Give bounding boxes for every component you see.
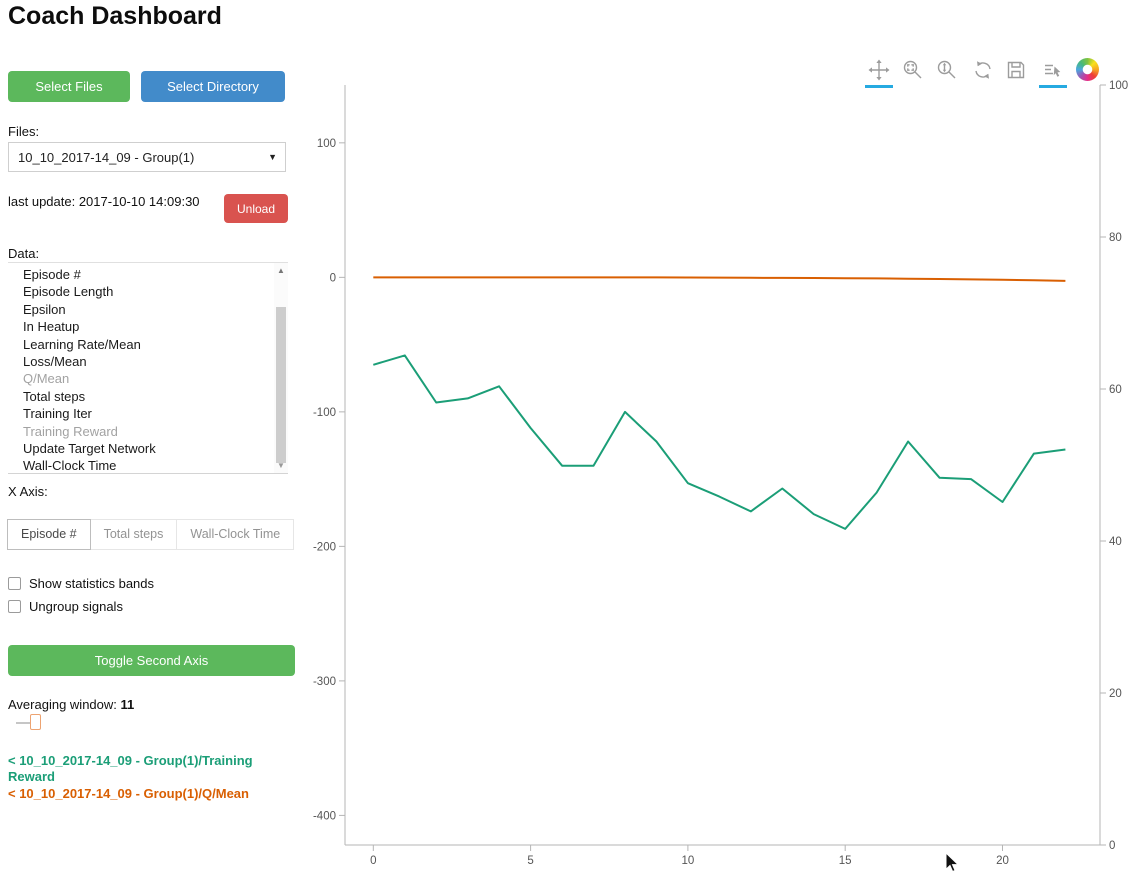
slider-handle[interactable] <box>30 714 41 730</box>
caret-down-icon: ▼ <box>268 152 277 162</box>
files-dropdown-value: 10_10_2017-14_09 - Group(1) <box>18 149 195 165</box>
tick-label: 80 <box>1109 232 1122 244</box>
tick-label: 20 <box>1109 688 1122 700</box>
data-list-item[interactable]: Update Target Network <box>23 441 156 457</box>
tick-label: 0 <box>330 272 336 284</box>
last-update-text: last update: 2017-10-10 14:09:30 <box>8 194 200 209</box>
tick-label: -400 <box>313 810 336 822</box>
hover-tool-icon[interactable] <box>1039 58 1067 88</box>
checkbox-label: Show statistics bands <box>29 575 155 591</box>
checkbox-label: Ungroup signals <box>29 598 123 614</box>
tick-label: 100 <box>317 138 336 150</box>
bokeh-logo-icon[interactable] <box>1076 58 1099 81</box>
tick-label: 0 <box>370 855 376 867</box>
files-label: Files: <box>8 124 40 139</box>
data-list-item[interactable]: Learning Rate/Mean <box>23 336 141 352</box>
x-axis-option-button[interactable]: Wall-Clock Time <box>176 519 295 550</box>
checkbox-group: Show statistics bands Ungroup signals <box>8 574 154 620</box>
tick-label: 10 <box>681 855 694 867</box>
scrollbar[interactable]: ▲ ▼ <box>274 263 288 473</box>
x-axis-option-button[interactable]: Episode # <box>7 519 91 550</box>
data-list-item[interactable]: Total steps <box>23 388 86 404</box>
tick-label: -300 <box>313 676 336 688</box>
x-axis-option-button[interactable]: Total steps <box>89 519 178 550</box>
series-line <box>373 276 1066 282</box>
files-dropdown[interactable]: 10_10_2017-14_09 - Group(1) ▼ <box>8 142 286 172</box>
tick-label: 20 <box>996 855 1009 867</box>
plot-canvas[interactable]: 100 0 -100 -200 -300 -400 100 80 60 40 20 0 0 5 10 15 20 <box>300 0 1142 881</box>
tick-label: 0 <box>1109 840 1115 852</box>
select-files-button[interactable]: Select Files <box>8 71 130 102</box>
pan-tool-icon[interactable] <box>865 58 893 88</box>
checkbox-row[interactable]: Ungroup signals <box>8 597 154 615</box>
legend-item[interactable]: < 10_10_2017-14_09 - Group(1)/Training R… <box>8 753 253 784</box>
tick-label: 40 <box>1109 536 1122 548</box>
toggle-second-axis-button[interactable]: Toggle Second Axis <box>8 645 295 676</box>
data-list-item[interactable]: In Heatup <box>23 319 80 335</box>
wheel-zoom-tool-icon[interactable] <box>933 58 961 88</box>
data-list[interactable]: Episode # Episode Length Epsilon In Heatup L… <box>8 262 288 474</box>
tick-label: -100 <box>313 407 336 419</box>
tick-label: -200 <box>313 541 336 553</box>
averaging-window-slider[interactable] <box>8 712 290 732</box>
x-axis-button-group: Episode # Total steps Wall-Clock Time <box>7 519 295 550</box>
scrollbar-thumb[interactable] <box>276 307 286 463</box>
box-zoom-tool-icon[interactable] <box>899 58 927 88</box>
tick-label: 100 <box>1109 80 1128 92</box>
reset-tool-icon[interactable] <box>969 58 997 88</box>
legend-item[interactable]: < 10_10_2017-14_09 - Group(1)/Q/Mean <box>8 786 249 801</box>
data-list-item[interactable]: Loss/Mean <box>23 354 87 370</box>
save-tool-icon[interactable] <box>1002 58 1030 88</box>
tick-label: 15 <box>839 855 852 867</box>
chart-legend: < 10_10_2017-14_09 - Group(1)/Training R… <box>8 753 293 804</box>
data-list-items: Episode # Episode Length Epsilon In Heatup L… <box>8 266 273 474</box>
data-list-item[interactable]: Episode # <box>23 267 81 282</box>
series-line <box>373 354 1066 530</box>
select-directory-button[interactable]: Select Directory <box>141 71 285 102</box>
data-list-item[interactable]: Wall-Clock Time <box>23 458 117 474</box>
averaging-window-value: 11 <box>120 697 135 712</box>
data-label: Data: <box>8 246 40 261</box>
data-list-item[interactable]: Epsilon <box>23 301 66 317</box>
slider-track <box>16 722 31 724</box>
page-title: Coach Dashboard <box>8 2 222 30</box>
tick-label: 60 <box>1109 384 1122 396</box>
data-list-item[interactable]: Training Iter <box>23 406 92 422</box>
pan-tool-active-indicator <box>865 85 893 88</box>
checkbox-row[interactable]: Show statistics bands <box>8 574 154 592</box>
unload-button[interactable]: Unload <box>224 194 288 223</box>
x-axis-label: X Axis: <box>8 484 48 499</box>
data-list-item[interactable]: Q/Mean <box>23 371 70 387</box>
checkbox[interactable] <box>8 576 21 590</box>
checkbox[interactable] <box>8 599 21 613</box>
tick-label: 5 <box>527 855 533 867</box>
averaging-window-row: Averaging window: 11 <box>8 697 134 712</box>
data-list-item[interactable]: Episode Length <box>23 284 114 300</box>
data-list-item[interactable]: Training Reward <box>23 423 118 439</box>
hover-tool-active-indicator <box>1039 85 1067 88</box>
averaging-window-label: Averaging window: <box>8 697 117 712</box>
plot-area: 100 0 -100 -200 -300 -400 100 80 60 40 20 0 0 5 10 15 20 <box>300 0 1142 881</box>
scroll-up-icon[interactable]: ▲ <box>277 266 285 275</box>
scroll-down-icon[interactable]: ▼ <box>277 461 285 470</box>
